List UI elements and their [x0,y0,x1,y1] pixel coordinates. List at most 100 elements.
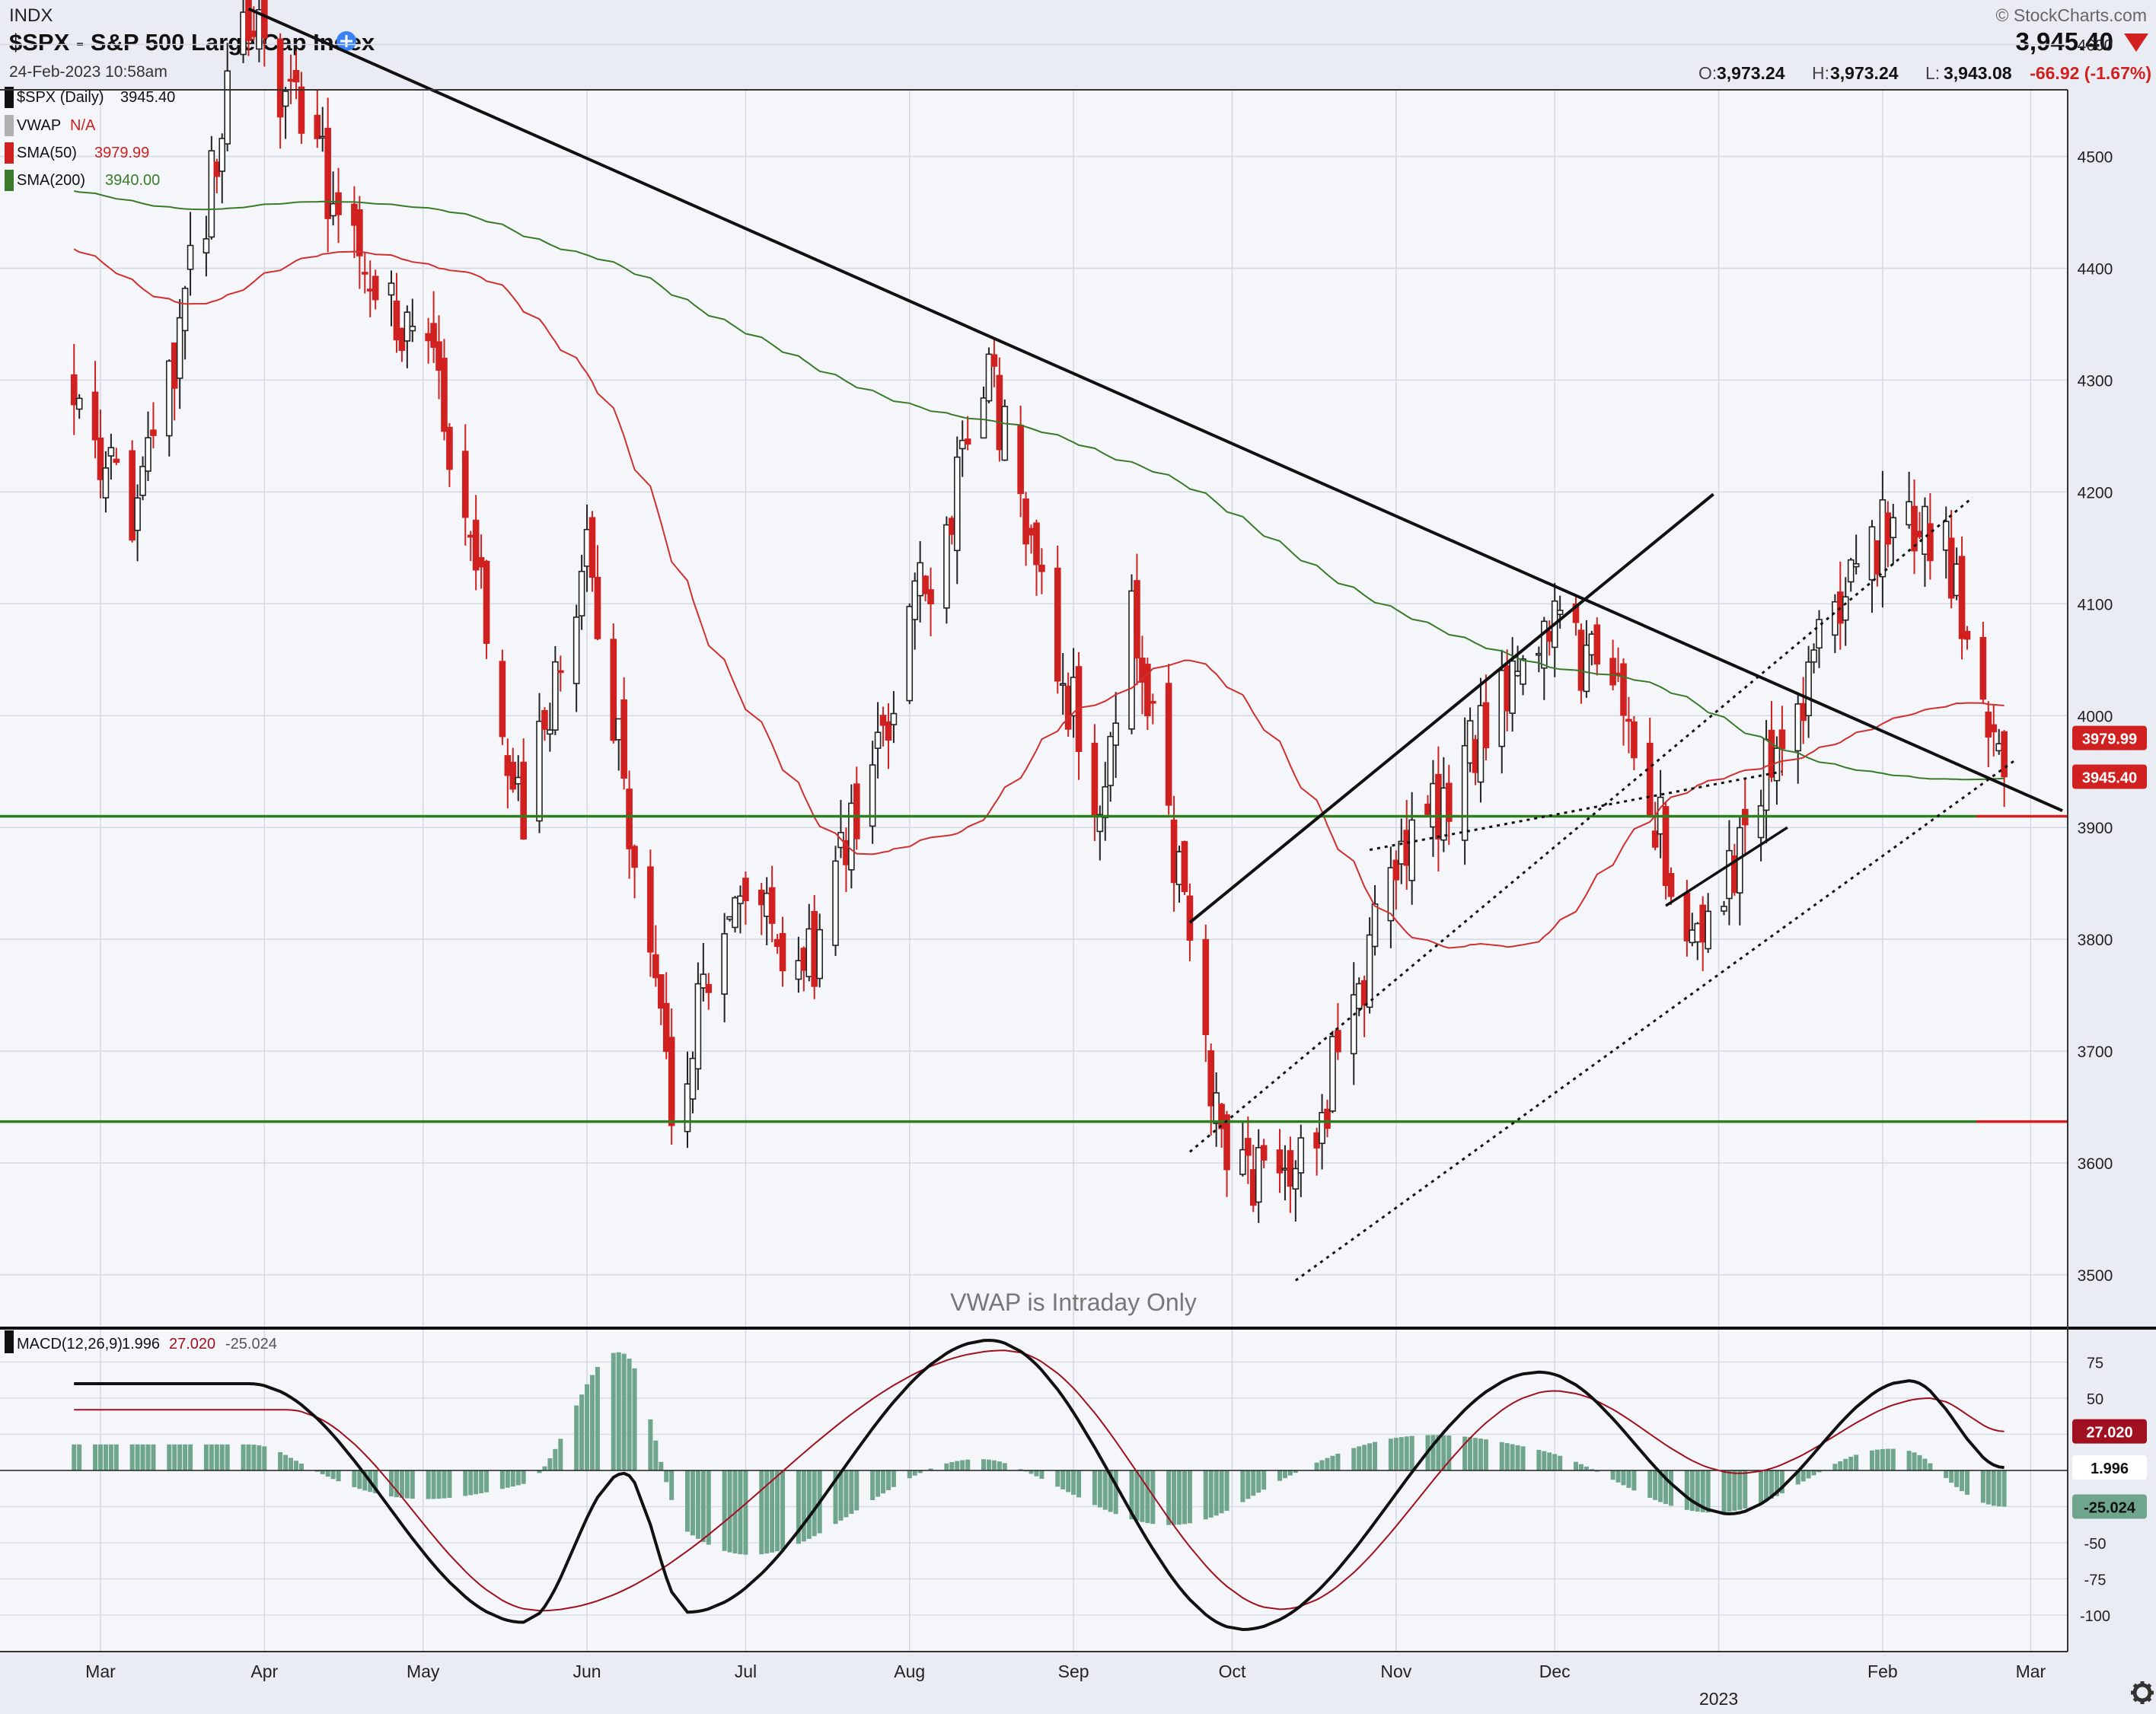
histogram-bar [1430,1435,1436,1470]
candle-body [1276,1149,1284,1174]
candle-body [572,616,580,684]
legend-sma50[interactable]: SMA(50) 3979.99 [5,142,149,164]
candle-body [1017,424,1024,495]
histogram-bar [1695,1470,1700,1512]
histogram-bar [484,1470,490,1493]
candle-body [958,439,966,450]
candle-body [885,721,892,741]
candle-body [631,846,638,868]
candle-body [906,606,914,702]
histogram-bar [1838,1461,1843,1470]
histogram-bar [944,1463,949,1470]
histogram-bar [1944,1470,1949,1478]
histogram-bar [907,1470,912,1479]
histogram-bar [1700,1470,1705,1512]
histogram-bar [431,1470,436,1499]
candle-body [1371,903,1379,948]
legend-spx[interactable]: $SPX (Daily) 3945.40 [5,87,175,108]
histogram-bar [188,1444,193,1470]
histogram-bar [780,1470,786,1550]
legend-macd-label: MACD(12,26,9) [17,1336,123,1352]
candle-body [1995,743,2002,752]
histogram-bar [1626,1470,1631,1488]
candle-body [1223,1114,1230,1171]
x-tick-label: May [407,1661,440,1681]
legend-vwap[interactable]: VWAP N/A [5,115,96,136]
candle-body [1577,629,1585,691]
x-tick-label: Nov [1380,1661,1411,1681]
histogram-bar [1515,1445,1520,1470]
histogram-bar [695,1470,700,1539]
legend-spx-label: $SPX (Daily) [17,89,104,106]
macd-hist-tag: -25.024 [2072,1494,2147,1519]
histogram-bar [648,1419,653,1470]
candle-body [1440,787,1447,841]
histogram-bar [1653,1470,1658,1500]
candle-body [446,426,453,470]
info-icon[interactable] [336,31,356,51]
candle-body [319,135,327,139]
candle-body [1096,814,1104,833]
histogram-bar [1388,1438,1393,1470]
histogram-bar [283,1454,289,1470]
candle-body [1366,934,1373,1008]
candle-body [75,397,83,410]
histogram-bar [1436,1435,1441,1470]
candle-body [541,709,548,730]
candle-body [1324,1108,1331,1129]
candle-body [1906,501,1912,526]
histogram-bar [510,1470,515,1487]
legend-sma200-value: 3940.00 [105,172,160,189]
macd-y-tick-label: -100 [2080,1608,2110,1625]
y-tick-label: 3900 [2078,820,2113,837]
legend-macd[interactable]: MACD(12,26,9) 1.996 27.020 -25.024 [5,1330,277,1353]
histogram-bar [854,1470,860,1511]
candle-body [1255,1147,1262,1203]
histogram-bar [394,1470,399,1498]
y-tick-label: 4500 [2078,149,2113,167]
histogram-bar [1843,1458,1848,1470]
histogram-bar [1066,1470,1071,1493]
candle-body [990,354,998,367]
candle-body [1556,610,1564,616]
histogram-bar [1325,1458,1330,1470]
histogram-bar [1446,1435,1452,1470]
exchange-label: INDX [9,5,53,26]
last-price-tag: 3945.40 [2072,764,2147,789]
histogram-bar [1145,1470,1150,1524]
histogram-bar [1504,1443,1510,1470]
candle-body [171,342,178,389]
histogram-bar [558,1438,563,1470]
y-tick-label: 4300 [2078,372,2113,390]
candle-body [1149,700,1156,704]
gear-icon[interactable] [2131,1681,2154,1704]
histogram-bar [574,1405,579,1470]
histogram-bar [77,1444,82,1470]
candle-body [1313,1132,1320,1149]
change-value: -66.92 (-1.67%) [2030,63,2151,83]
histogram-bar [1113,1470,1118,1515]
candle-body [1144,664,1151,717]
candle-body [1874,540,1881,575]
histogram-bar [151,1444,156,1470]
candle-body [1545,631,1553,642]
vwap-note: VWAP is Intraday Only [950,1289,1197,1316]
candle-body [1249,1169,1257,1206]
histogram-bar [764,1470,770,1554]
candle-body [890,712,898,725]
histogram-bar [1658,1470,1663,1502]
candle-body [879,715,887,726]
histogram-bar [1287,1470,1293,1476]
candle-body [261,0,268,39]
histogram-bar [1542,1451,1547,1470]
legend-sma200[interactable]: SMA(200) 3940.00 [5,170,160,191]
candle-body [181,288,189,332]
candle-body [1213,1092,1220,1124]
histogram-bar [870,1470,875,1500]
last-price: 3,945.40 [2016,27,2113,56]
candle-body [684,1083,691,1133]
histogram-bar [1663,1470,1669,1505]
candle-body [292,69,300,83]
histogram-bar [1912,1452,1917,1470]
